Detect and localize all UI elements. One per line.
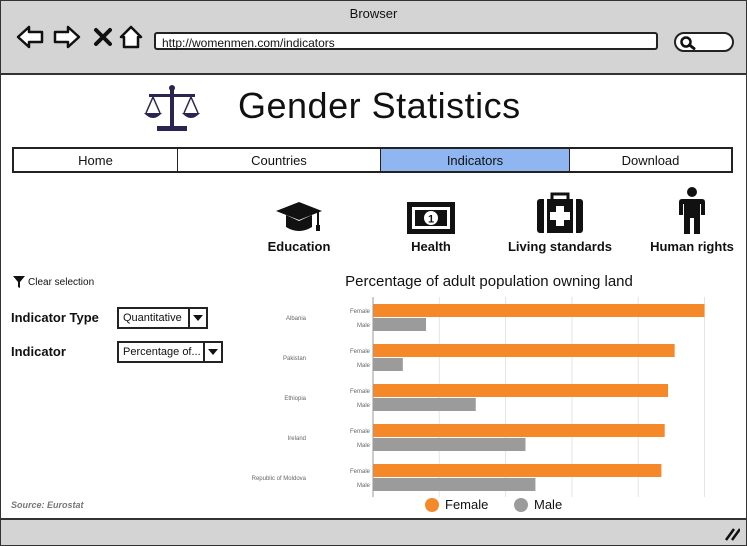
graduation-cap-icon (276, 202, 322, 231)
back-arrow-icon[interactable] (16, 23, 44, 51)
scales-icon (144, 85, 200, 131)
forward-arrow-icon[interactable] (53, 23, 81, 51)
browser-search-field[interactable] (674, 32, 734, 52)
category-label: Education (267, 239, 331, 254)
series-tick-label: Male (357, 443, 371, 449)
source-note: Source: Eurostat (11, 500, 84, 510)
bar-female (373, 304, 705, 317)
filter-icon (13, 276, 25, 288)
indicator-type-label: Indicator Type (11, 310, 99, 325)
legend-male: Male (514, 497, 562, 512)
bar-male (373, 438, 526, 451)
series-tick-label: Male (357, 403, 371, 409)
bar-male (373, 318, 427, 331)
category-label: Living standards (507, 239, 613, 254)
indicator-value: Percentage of... (123, 346, 201, 358)
bar-male (373, 398, 476, 411)
category-label: Ethiopia (284, 396, 306, 402)
bar-female (373, 344, 675, 357)
series-tick-label: Male (357, 363, 371, 369)
home-icon[interactable] (117, 23, 145, 51)
medical-kit-icon (537, 192, 583, 233)
bar-male (373, 358, 403, 371)
resize-grip-icon[interactable] (724, 527, 740, 541)
legend-female-label: Female (445, 497, 489, 512)
site-logo (143, 83, 201, 138)
legend-female: Female (425, 497, 488, 512)
legend-male-swatch (514, 497, 528, 512)
bar-female (373, 384, 669, 397)
bar-female (373, 464, 662, 477)
category-label: Republic of Moldova (252, 476, 307, 482)
chevron-down-icon (203, 343, 221, 361)
category-label: Human rights (650, 239, 734, 254)
person-icon (679, 187, 705, 234)
series-tick-label: Female (350, 389, 371, 395)
category-label: Pakistan (283, 356, 306, 362)
url-input[interactable]: http://womenmen.com/indicators (154, 32, 658, 50)
tab-home[interactable]: Home (14, 149, 178, 171)
indicator-type-value: Quantitative (123, 312, 182, 324)
chevron-down-icon (188, 309, 206, 327)
category-education[interactable]: Education (259, 187, 339, 254)
category-health[interactable]: 1 Health (391, 187, 471, 254)
svg-text:1: 1 (428, 214, 434, 226)
bar-male (373, 478, 536, 491)
tab-indicators[interactable]: Indicators (381, 149, 570, 171)
category-label: Health (411, 239, 451, 254)
close-icon[interactable] (89, 23, 117, 51)
tab-download[interactable]: Download (621, 152, 680, 168)
series-tick-label: Male (357, 483, 371, 489)
category-human-rights[interactable]: Human rights (645, 187, 739, 254)
category-label: Albania (286, 316, 307, 322)
series-tick-label: Female (350, 349, 371, 355)
page-title: Gender Statistics (238, 85, 521, 126)
indicator-label: Indicator (11, 344, 66, 359)
bar-female (373, 424, 665, 437)
clear-selection-label: Clear selection (28, 276, 95, 288)
chart-title: Percentage of adult population owning la… (345, 273, 633, 290)
bar-chart: Albania Female Male Pakistan Female Male Ethio… (252, 297, 731, 497)
category-living-standards[interactable]: Living standards (501, 187, 619, 254)
clear-selection-button[interactable]: Clear selection (13, 276, 94, 288)
legend-female-swatch (425, 497, 439, 512)
series-tick-label: Female (350, 309, 371, 315)
series-tick-label: Male (357, 323, 371, 329)
browser-title: Browser (349, 6, 398, 21)
main-menu: Home Countries Indicators Download (12, 147, 733, 173)
tab-countries[interactable]: Countries (178, 149, 381, 171)
browser-status-bar (1, 518, 746, 545)
legend-male-label: Male (534, 497, 563, 512)
series-tick-label: Female (350, 429, 371, 435)
browser-chrome: Browser http://womenmen.com/indicators (1, 1, 746, 75)
category-label: Ireland (288, 436, 306, 442)
money-note-icon: 1 (407, 202, 455, 234)
indicator-select[interactable]: Percentage of... (117, 341, 223, 363)
search-icon (680, 36, 696, 50)
indicator-type-select[interactable]: Quantitative (117, 307, 208, 329)
series-tick-label: Female (350, 469, 371, 475)
